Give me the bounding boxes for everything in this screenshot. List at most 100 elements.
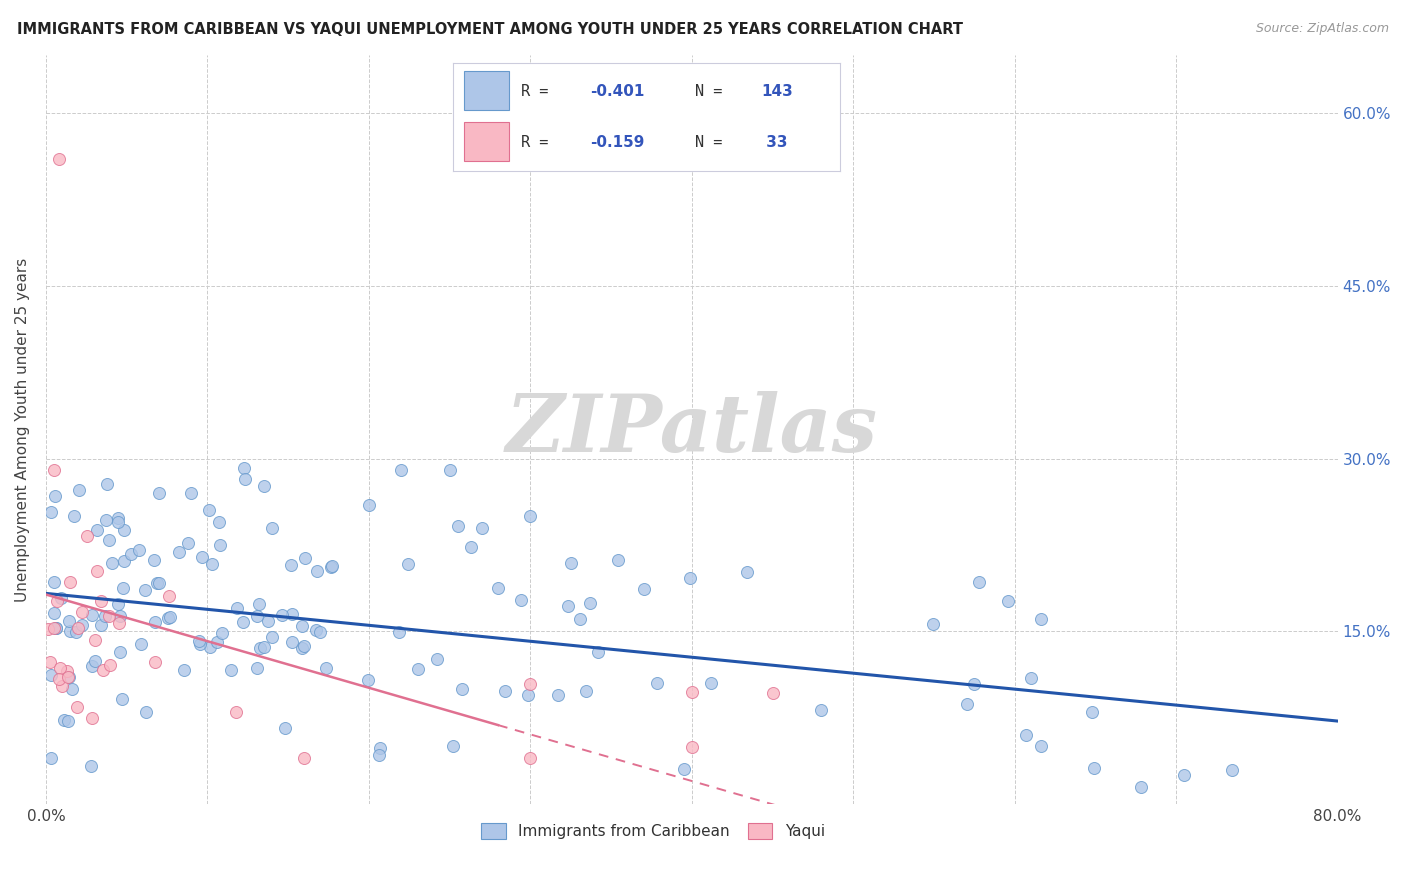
- Point: [294, 551, 316, 566]
- Point: [143, 553, 166, 567]
- Point: [304, 623, 326, 637]
- Point: [107, 511, 129, 525]
- Point: [256, 614, 278, 628]
- Point: [1021, 671, 1043, 685]
- Point: [38, 655, 60, 669]
- Point: [274, 721, 297, 735]
- Point: [156, 611, 179, 625]
- Point: [205, 635, 228, 649]
- Text: ZIPatlas: ZIPatlas: [506, 391, 877, 468]
- Point: [292, 751, 315, 765]
- Point: [963, 677, 986, 691]
- Point: [368, 740, 391, 755]
- Point: [291, 619, 314, 633]
- Point: [281, 635, 304, 649]
- Point: [90, 594, 112, 608]
- Point: [44, 488, 66, 502]
- Point: [700, 676, 723, 690]
- Point: [101, 556, 124, 570]
- Point: [441, 739, 464, 754]
- Point: [389, 463, 412, 477]
- Point: [39, 751, 62, 765]
- Point: [59, 575, 82, 590]
- Point: [58, 614, 80, 628]
- Point: [253, 640, 276, 654]
- Point: [145, 615, 167, 629]
- Point: [233, 472, 256, 486]
- Point: [519, 509, 541, 524]
- Point: [86, 523, 108, 537]
- Point: [191, 550, 214, 565]
- Point: [519, 677, 541, 691]
- Point: [1220, 764, 1243, 778]
- Text: Source: ZipAtlas.com: Source: ZipAtlas.com: [1256, 22, 1389, 36]
- Point: [681, 739, 703, 754]
- Point: [969, 574, 991, 589]
- Point: [319, 560, 342, 574]
- Point: [55, 664, 77, 678]
- Point: [146, 575, 169, 590]
- Point: [761, 686, 783, 700]
- Legend: Immigrants from Caribbean, Yaqui: Immigrants from Caribbean, Yaqui: [475, 817, 831, 846]
- Point: [60, 682, 83, 697]
- Point: [246, 661, 269, 675]
- Point: [110, 644, 132, 658]
- Point: [211, 626, 233, 640]
- Point: [494, 684, 516, 698]
- Point: [76, 529, 98, 543]
- Point: [167, 545, 190, 559]
- Point: [97, 609, 120, 624]
- Point: [451, 682, 474, 697]
- Point: [96, 477, 118, 491]
- Point: [129, 637, 152, 651]
- Point: [107, 597, 129, 611]
- Point: [557, 599, 579, 614]
- Point: [177, 536, 200, 550]
- Point: [94, 609, 117, 624]
- Point: [45, 621, 67, 635]
- Point: [39, 504, 62, 518]
- Point: [225, 601, 247, 615]
- Point: [86, 564, 108, 578]
- Point: [368, 747, 391, 762]
- Point: [98, 657, 121, 672]
- Point: [63, 508, 86, 523]
- Point: [547, 689, 569, 703]
- Point: [673, 762, 696, 776]
- Point: [406, 662, 429, 676]
- Point: [58, 670, 80, 684]
- Point: [1083, 761, 1105, 775]
- Point: [315, 661, 337, 675]
- Point: [1015, 728, 1038, 742]
- Point: [49, 591, 72, 606]
- Point: [516, 688, 538, 702]
- Point: [80, 758, 103, 772]
- Point: [922, 617, 945, 632]
- Point: [247, 597, 270, 611]
- Point: [810, 703, 832, 717]
- Point: [645, 676, 668, 690]
- Point: [575, 684, 598, 698]
- Point: [510, 592, 533, 607]
- Point: [225, 705, 247, 719]
- Point: [83, 654, 105, 668]
- Point: [197, 503, 219, 517]
- Point: [357, 498, 380, 512]
- Point: [46, 594, 69, 608]
- Point: [253, 479, 276, 493]
- Point: [59, 624, 82, 638]
- Point: [209, 538, 232, 552]
- Point: [681, 685, 703, 699]
- Point: [579, 596, 602, 610]
- Point: [260, 630, 283, 644]
- Y-axis label: Unemployment Among Youth under 25 years: Unemployment Among Youth under 25 years: [15, 258, 30, 602]
- Point: [90, 618, 112, 632]
- Point: [148, 486, 170, 500]
- Point: [39, 667, 62, 681]
- Point: [112, 581, 135, 595]
- Point: [66, 621, 89, 635]
- Point: [187, 634, 209, 648]
- Point: [107, 516, 129, 530]
- Point: [260, 521, 283, 535]
- Point: [188, 637, 211, 651]
